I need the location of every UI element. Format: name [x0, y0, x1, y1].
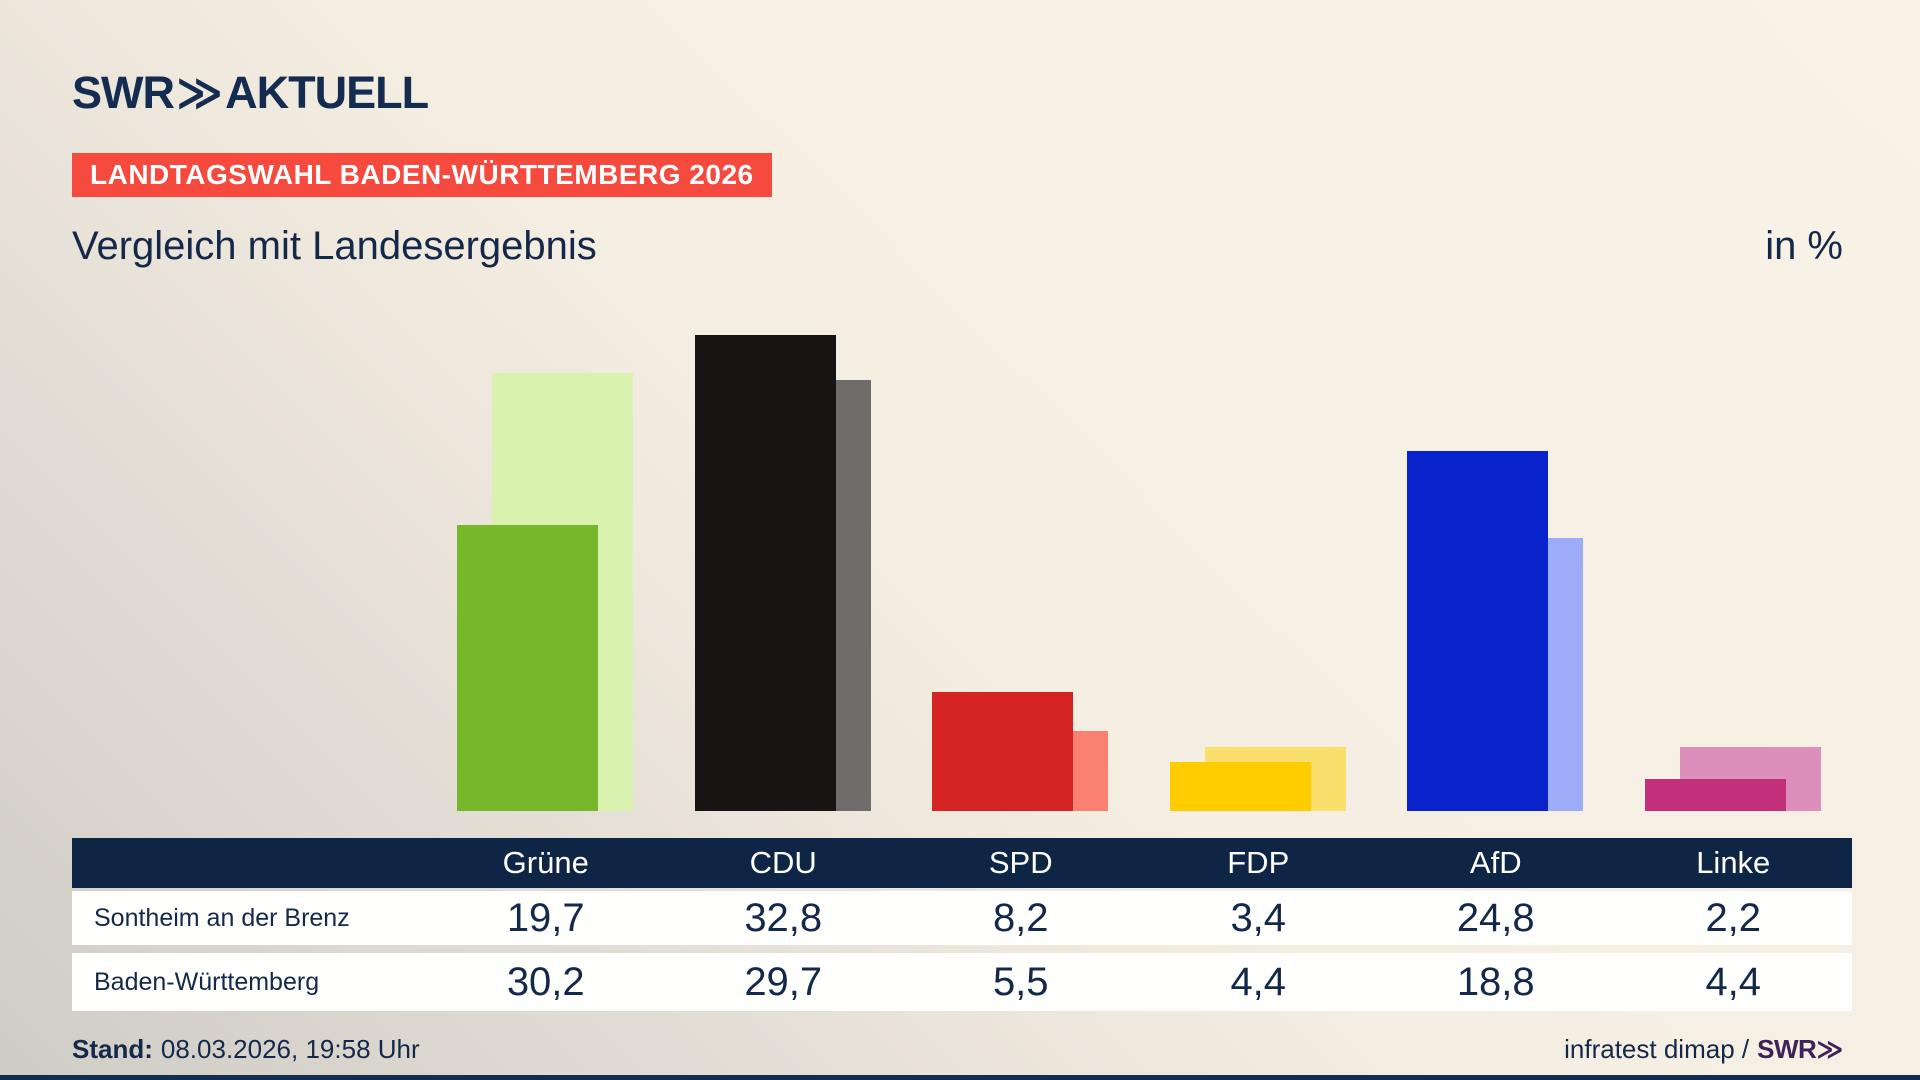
- column-header-fdp: FDP: [1227, 845, 1290, 880]
- source-swr-logo: SWR≫: [1757, 1034, 1843, 1064]
- stand-timestamp: Stand: 08.03.2026, 19:58 Uhr: [72, 1034, 420, 1065]
- value-sontheim-spd: 8,2: [992, 895, 1049, 940]
- stand-label: Stand:: [72, 1034, 153, 1064]
- results-table: Grüne CDU SPD FDP AfD Linke Sontheim an der B…: [72, 838, 1852, 1011]
- bar-linke-sontheim: [1644, 779, 1786, 811]
- value-sontheim-afd: 24,8: [1456, 895, 1535, 940]
- logo-aktuell-text: AKTUELL: [225, 67, 429, 118]
- bar-spd-sontheim: [932, 692, 1073, 811]
- value-sontheim-gruene: 19,7: [506, 895, 585, 940]
- bar-fdp-sontheim: [1169, 762, 1311, 811]
- column-header-cdu: CDU: [749, 845, 817, 880]
- source-credit: infratest dimap / SWR≫: [1564, 1034, 1843, 1065]
- election-title-badge: LANDTAGSWAHL BADEN-WÜRTTEMBERG 2026: [72, 153, 772, 197]
- column-header-afd: AfD: [1469, 845, 1522, 880]
- bottom-accent-bar: [0, 1075, 1920, 1080]
- table-row: Sontheim an der Brenz 19,7 32,8 8,2 3,4 24,8 2…: [72, 891, 1852, 945]
- row-label-sontheim: Sontheim an der Brenz: [94, 903, 350, 932]
- value-bw-linke: 4,4: [1705, 959, 1762, 1004]
- value-bw-cdu: 29,7: [744, 959, 823, 1004]
- bar-cdu-sontheim: [694, 335, 836, 811]
- column-header-spd: SPD: [988, 845, 1053, 880]
- source-text: infratest dimap /: [1564, 1034, 1750, 1064]
- bar-afd-sontheim: [1407, 451, 1548, 811]
- stand-value: 08.03.2026, 19:58 Uhr: [160, 1034, 420, 1064]
- comparison-bar-chart: [72, 300, 1852, 811]
- chevrons-icon: ≫: [176, 67, 223, 118]
- table-row: Baden-Württemberg 30,2 29,7 5,5 4,4 18,8 4,4: [72, 953, 1852, 1011]
- unit-label: in %: [1765, 224, 1843, 268]
- value-sontheim-linke: 2,2: [1705, 895, 1762, 940]
- column-header-gruene: Grüne: [502, 845, 589, 880]
- value-sontheim-cdu: 32,8: [744, 895, 823, 940]
- value-sontheim-fdp: 3,4: [1230, 895, 1287, 940]
- value-bw-gruene: 30,2: [506, 959, 585, 1004]
- value-bw-afd: 18,8: [1456, 959, 1535, 1004]
- bar-gruene-sontheim: [457, 525, 598, 811]
- chart-title: Vergleich mit Landesergebnis: [72, 224, 597, 268]
- swr-aktuell-logo: SWR≫ AKTUELL: [72, 66, 429, 119]
- row-label-bw: Baden-Württemberg: [94, 967, 320, 996]
- value-bw-spd: 5,5: [992, 959, 1049, 1004]
- value-bw-fdp: 4,4: [1230, 959, 1287, 1004]
- column-header-linke: Linke: [1696, 845, 1771, 880]
- table-header-row: Grüne CDU SPD FDP AfD Linke: [72, 838, 1852, 888]
- logo-swr-text: SWR: [72, 67, 175, 118]
